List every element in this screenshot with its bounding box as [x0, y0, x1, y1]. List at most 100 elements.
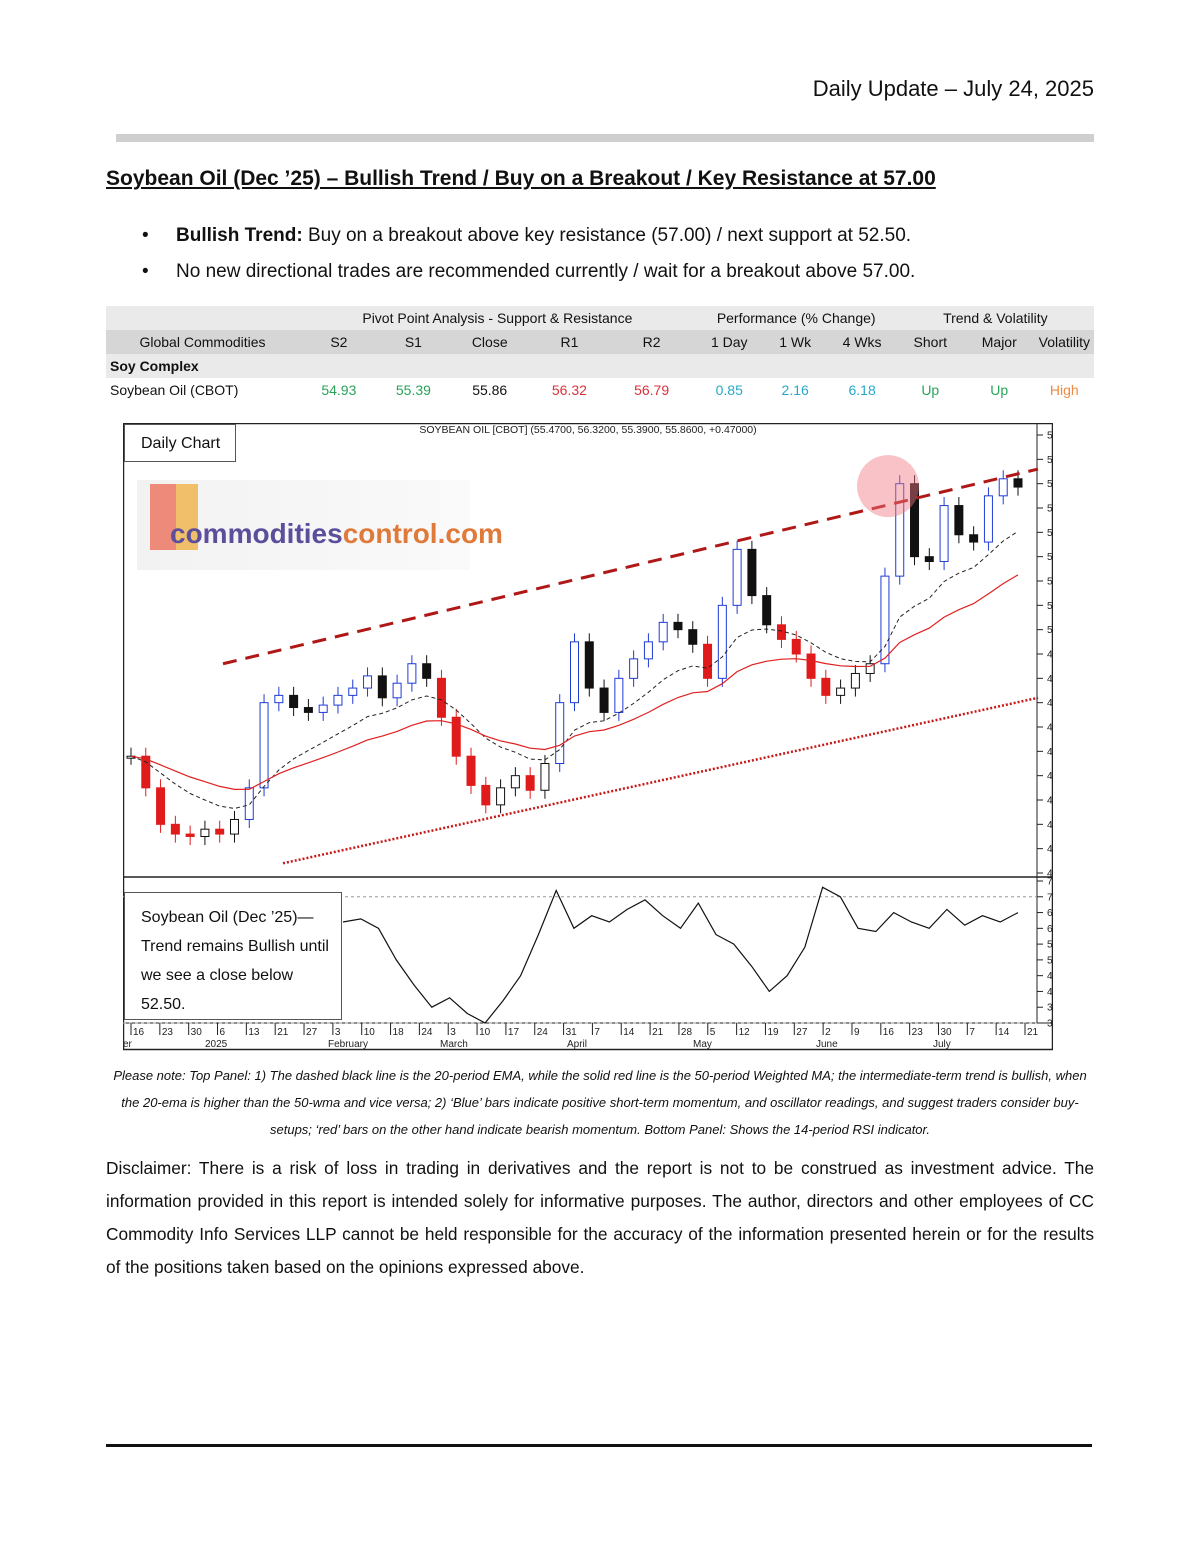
rsi-note: Soybean Oil (Dec ’25)— Trend remains Bul… — [124, 892, 342, 1020]
candle-body — [496, 787, 506, 806]
candle-body — [436, 677, 446, 718]
rsi-tick-label: 70 — [1047, 892, 1053, 903]
candle-body — [717, 604, 727, 679]
date-tick-label: 2 — [825, 1027, 831, 1038]
date-tick-label: 21 — [277, 1027, 289, 1038]
rsi-tick-label: 40 — [1047, 987, 1053, 998]
candle-body — [377, 675, 387, 699]
price-tick-label: 49 — [1047, 650, 1053, 661]
chart-note: Please note: Top Panel: 1) The dashed bl… — [113, 1068, 1087, 1137]
price-tick-label: 47 — [1047, 698, 1053, 709]
price-tick-label: 58 — [1047, 431, 1053, 442]
col-header: Major — [963, 330, 1035, 354]
logo-text-part: commodities — [170, 518, 343, 549]
date-tick-label: 14 — [623, 1027, 635, 1038]
ema-line — [130, 530, 1019, 810]
date-tick-label: 5 — [710, 1027, 716, 1038]
month-label: March — [440, 1039, 468, 1050]
resistance-trendline — [222, 467, 1039, 666]
report-heading: Soybean Oil (Dec ’25) – Bullish Trend / … — [106, 167, 936, 190]
candle-body — [732, 548, 742, 606]
price-tick-label: 45 — [1047, 747, 1053, 758]
candle-body — [215, 828, 225, 835]
candle-body — [629, 658, 639, 679]
price-tick-label: 50 — [1047, 625, 1053, 636]
candle-body — [510, 775, 520, 789]
rsi-line — [342, 886, 1019, 1024]
one-day-change: 0.85 — [715, 382, 743, 398]
date-tick-label: 30 — [940, 1027, 952, 1038]
report-date: Daily Update – July 24, 2025 — [812, 76, 1094, 101]
wma-line — [130, 574, 1019, 791]
date-tick-label: 16 — [133, 1027, 145, 1038]
support-trendline — [282, 696, 1039, 865]
month-label: er — [123, 1039, 133, 1050]
candle-body — [821, 677, 831, 696]
four-week-change: 6.18 — [848, 382, 876, 398]
candle-body — [584, 641, 594, 689]
col-header: 1 Wk — [762, 330, 828, 354]
trend-group-header: Trend & Volatility — [896, 306, 1094, 330]
col-header: 4 Wks — [827, 330, 897, 354]
candle-body — [939, 505, 949, 563]
candle-body — [407, 663, 417, 684]
top-divider — [116, 134, 1094, 142]
candle-body — [688, 629, 698, 645]
bullet-item: No new directional trades are recommende… — [142, 254, 1126, 290]
date-tick-label: 17 — [508, 1027, 520, 1038]
candle-body — [466, 755, 476, 786]
date-tick-label: 27 — [306, 1027, 318, 1038]
price-tick-label: 53 — [1047, 552, 1053, 563]
date-tick-label: 16 — [883, 1027, 895, 1038]
price-tick-label: 40 — [1047, 869, 1053, 880]
bullet-text: No new directional trades are recommende… — [176, 261, 916, 282]
col-header: Short — [896, 330, 964, 354]
candle-body — [954, 505, 964, 536]
s1-value: 55.39 — [395, 382, 431, 398]
key-points: Bullish Trend: Buy on a breakout above k… — [106, 218, 1126, 290]
disclaimer: Disclaimer: There is a risk of loss in t… — [106, 1158, 1094, 1277]
date-tick-label: 30 — [191, 1027, 203, 1038]
candle-body — [289, 694, 299, 709]
col-header: Global Commodities — [106, 330, 300, 354]
col-header: 1 Day — [695, 330, 763, 354]
candle-body — [303, 707, 313, 713]
date-tick-label: 13 — [248, 1027, 260, 1038]
candle-body — [1013, 478, 1023, 488]
candle-body — [570, 641, 579, 704]
logo-text: commoditiescontrol.com — [170, 518, 503, 550]
r1-value: 56.32 — [551, 382, 587, 398]
col-header: R1 — [531, 330, 608, 354]
candle-body — [363, 675, 373, 689]
group-label: Soy Complex — [106, 354, 1094, 378]
date-tick-label: 24 — [421, 1027, 433, 1038]
rsi-tick-label: 60 — [1047, 924, 1053, 935]
table-group-row: Soy Complex — [106, 354, 1094, 378]
date-tick-label: 7 — [969, 1027, 975, 1038]
candle-body — [200, 828, 210, 838]
month-label: May — [693, 1039, 712, 1050]
one-week-change: 2.16 — [781, 382, 809, 398]
date-tick-label: 21 — [1027, 1027, 1039, 1038]
candle-body — [318, 704, 328, 713]
candle-body — [259, 702, 269, 789]
candle-body — [865, 663, 875, 674]
candle-body — [643, 641, 653, 660]
bullet-text: Buy on a breakout above key resistance (… — [302, 225, 912, 246]
close-value: 55.86 — [472, 382, 508, 398]
date-tick-label: 27 — [796, 1027, 808, 1038]
date-tick-label: 10 — [364, 1027, 376, 1038]
candle-body — [540, 763, 550, 791]
candle-body — [776, 624, 786, 640]
col-header: Volatility — [1034, 330, 1094, 354]
candle-body — [673, 621, 683, 631]
rsi-tick-label: 35 — [1047, 1003, 1053, 1014]
date-tick-label: 3 — [450, 1027, 456, 1038]
candle-body — [969, 534, 979, 543]
price-tick-label: 55 — [1047, 504, 1053, 515]
col-header: R2 — [607, 330, 696, 354]
date-tick-label: 18 — [393, 1027, 405, 1038]
logo-mark — [150, 484, 176, 550]
date-tick-label: 21 — [652, 1027, 664, 1038]
short-trend: Up — [921, 382, 940, 398]
